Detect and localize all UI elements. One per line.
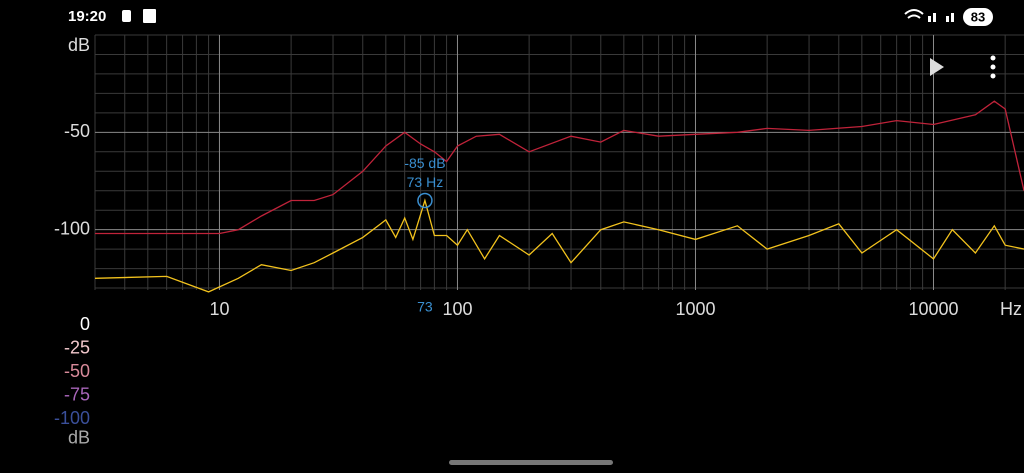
- signal-icon: [951, 13, 954, 22]
- scale-label: -100: [54, 408, 90, 428]
- scale-label: 0: [80, 314, 90, 334]
- marker-db-label: -85 dB: [404, 155, 445, 171]
- status-time: 19:20: [68, 8, 106, 25]
- y-axis-label: dB: [68, 35, 90, 55]
- status-icon: [122, 10, 131, 22]
- signal-icon: [933, 13, 936, 22]
- y-tick-label: -50: [64, 121, 90, 141]
- x-tick-label: 1000: [675, 299, 715, 319]
- y-tick-label: -100: [54, 218, 90, 238]
- x-tick-label: 10000: [908, 299, 958, 319]
- scale-label: -75: [64, 384, 90, 404]
- battery-icon: [963, 8, 993, 26]
- marker-axis-label: 73: [417, 299, 433, 315]
- scale-unit: dB: [68, 427, 90, 447]
- scale-label: -25: [64, 337, 90, 357]
- x-tick-label: 100: [442, 299, 472, 319]
- home-indicator[interactable]: [449, 460, 613, 465]
- peak-marker: [417, 192, 433, 209]
- wifi-icon: [904, 9, 924, 19]
- status-icon: [143, 9, 156, 23]
- spectrum-line: [94, 198, 1024, 293]
- scale-label: -50: [64, 361, 90, 381]
- spectrum-line: [95, 100, 1024, 235]
- play-button[interactable]: [930, 58, 944, 76]
- menu-button[interactable]: [990, 55, 996, 61]
- x-tick-label: 10: [209, 299, 229, 319]
- menu-button[interactable]: [990, 73, 996, 79]
- plot: -50 -100 10 100 1000 10000 dB Hz -85 dB 73 Hz 73: [54, 34, 1024, 319]
- signal-icon: [946, 16, 949, 22]
- marker-hz-label: 73 Hz: [407, 174, 444, 190]
- menu-button[interactable]: [990, 64, 996, 70]
- x-axis-label: Hz: [1000, 299, 1022, 319]
- battery-level: 83: [971, 9, 985, 24]
- signal-icon: [928, 16, 931, 22]
